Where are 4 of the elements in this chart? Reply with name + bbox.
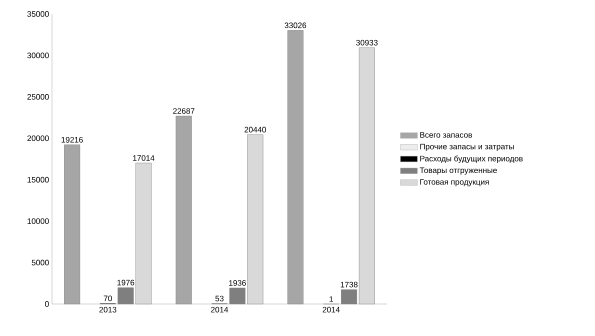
- bar: [64, 144, 80, 304]
- bar: [358, 48, 375, 304]
- bar: [176, 116, 192, 304]
- bar: [287, 30, 304, 304]
